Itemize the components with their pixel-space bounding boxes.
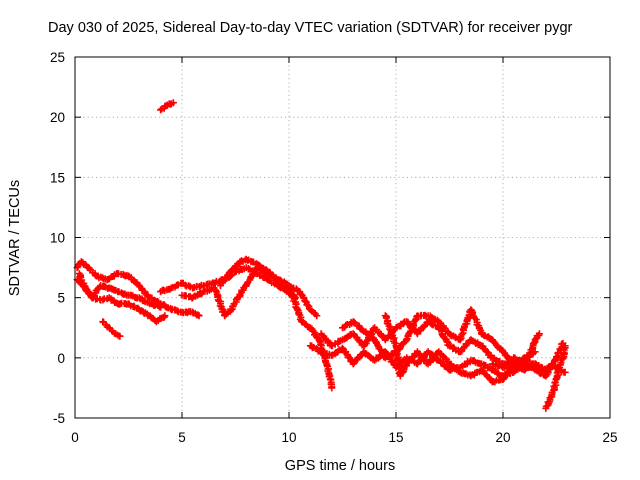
point-marker-run bbox=[158, 104, 168, 113]
y-axis-label: SDTVAR / TECUs bbox=[7, 180, 23, 296]
point-marker-run bbox=[489, 361, 506, 370]
point-marker-run bbox=[479, 366, 495, 384]
axis-ticks bbox=[74, 56, 611, 419]
point-marker-run bbox=[277, 281, 297, 300]
point-marker-run bbox=[266, 268, 283, 286]
point-marker-run bbox=[79, 259, 91, 270]
data-points bbox=[73, 99, 569, 412]
y-tick-label: 0 bbox=[57, 351, 65, 366]
y-tick-label: 5 bbox=[57, 291, 65, 306]
point-marker-run bbox=[372, 338, 388, 361]
point-marker bbox=[328, 384, 336, 392]
point-marker-run bbox=[290, 295, 306, 325]
point-marker bbox=[157, 303, 165, 311]
point-marker bbox=[561, 368, 569, 376]
point-marker-run bbox=[308, 307, 319, 318]
point-marker bbox=[161, 312, 169, 320]
x-tick-label: 10 bbox=[281, 430, 296, 445]
point-marker bbox=[195, 312, 203, 320]
point-marker-run bbox=[100, 318, 111, 331]
point-marker-run bbox=[158, 285, 174, 295]
point-marker bbox=[535, 330, 543, 338]
point-marker-run bbox=[167, 100, 175, 108]
point-marker-run bbox=[107, 295, 120, 307]
point-marker-run bbox=[426, 312, 441, 324]
point-marker-run bbox=[468, 307, 485, 337]
point-marker-run bbox=[308, 325, 321, 342]
x-tick-label: 20 bbox=[495, 430, 510, 445]
point-marker-run bbox=[242, 265, 259, 289]
y-tick-label: 15 bbox=[50, 170, 65, 185]
point-marker bbox=[116, 332, 124, 340]
point-marker-run bbox=[447, 360, 463, 375]
series-track-m bbox=[488, 354, 569, 376]
point-marker-run bbox=[382, 313, 400, 347]
point-marker bbox=[456, 368, 464, 376]
series-track-e bbox=[157, 99, 177, 114]
point-marker-run bbox=[435, 325, 452, 349]
point-marker bbox=[157, 106, 165, 114]
x-tick-label: 0 bbox=[71, 430, 79, 445]
y-tick-label: 20 bbox=[50, 110, 65, 125]
x-axis-label: GPS time / hours bbox=[285, 458, 395, 474]
point-marker-run bbox=[437, 350, 452, 366]
point-marker-run bbox=[189, 309, 202, 319]
point-marker-run bbox=[296, 290, 313, 313]
y-tick-label: 25 bbox=[50, 50, 65, 65]
x-tick-label: 5 bbox=[178, 430, 186, 445]
point-marker-run bbox=[136, 295, 153, 307]
chart-title: Day 030 of 2025, Sidereal Day-to-day VTE… bbox=[48, 20, 573, 36]
point-marker-run bbox=[179, 279, 194, 291]
point-marker-run bbox=[107, 284, 120, 294]
point-marker-run bbox=[362, 328, 377, 342]
tick-labels: 0 5 10 15 20 25 -5 0 5 10 15 20 25 bbox=[50, 50, 618, 445]
point-marker-run bbox=[321, 355, 333, 378]
series-track-h bbox=[217, 255, 336, 392]
point-marker bbox=[169, 99, 177, 107]
series-track-d bbox=[99, 318, 124, 340]
series-track-l bbox=[381, 312, 543, 386]
y-tick-label: 10 bbox=[50, 231, 65, 246]
point-marker-run bbox=[550, 367, 562, 390]
point-marker bbox=[313, 312, 321, 320]
point-marker-run bbox=[340, 346, 356, 366]
series-track-a bbox=[73, 258, 203, 320]
point-marker-run bbox=[99, 295, 111, 304]
point-marker-run bbox=[328, 337, 344, 349]
point-marker-run bbox=[222, 307, 234, 318]
point-marker-run bbox=[211, 286, 225, 305]
point-marker-run bbox=[500, 360, 516, 382]
x-tick-label: 15 bbox=[388, 430, 403, 445]
series-track-f bbox=[157, 264, 299, 302]
x-tick-label: 25 bbox=[602, 430, 617, 445]
point-marker-run bbox=[232, 265, 248, 275]
point-marker-run bbox=[501, 356, 516, 371]
point-marker-run bbox=[478, 330, 494, 343]
point-marker-run bbox=[254, 261, 270, 274]
point-marker-run bbox=[217, 271, 232, 288]
point-marker-run bbox=[403, 313, 421, 342]
point-marker-run bbox=[125, 300, 142, 312]
point-marker-run bbox=[158, 301, 174, 312]
series-track-n bbox=[542, 342, 569, 412]
point-marker-run bbox=[136, 283, 152, 301]
point-marker-run bbox=[225, 262, 241, 276]
point-marker-run bbox=[85, 264, 99, 279]
point-marker bbox=[467, 372, 475, 380]
point-marker-run bbox=[468, 337, 484, 349]
point-marker-run bbox=[190, 289, 206, 300]
point-marker-run bbox=[114, 331, 123, 340]
point-marker-run bbox=[125, 273, 142, 288]
point-marker-run bbox=[437, 319, 452, 337]
series-track-c bbox=[75, 270, 165, 311]
point-marker-run bbox=[162, 101, 171, 110]
point-marker bbox=[561, 342, 569, 350]
point-marker-run bbox=[350, 318, 366, 334]
y-tick-label: -5 bbox=[53, 411, 65, 426]
